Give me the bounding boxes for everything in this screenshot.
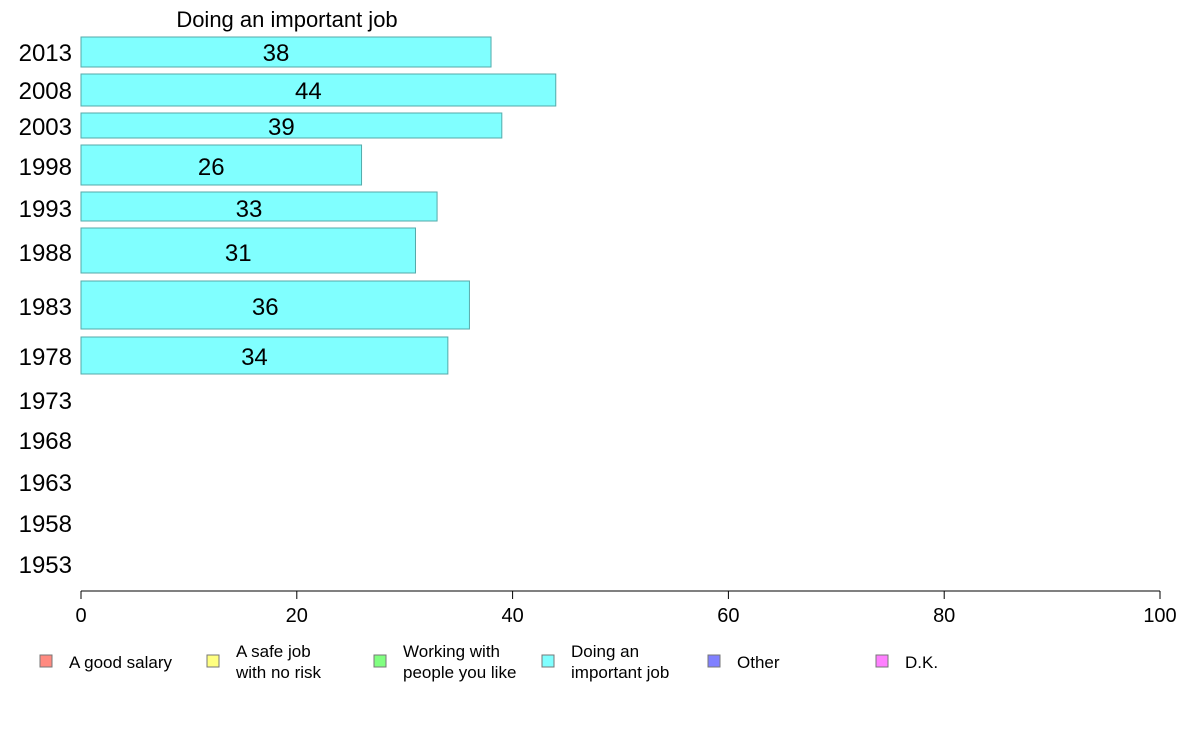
year-label-1963: 1963 bbox=[19, 470, 72, 497]
legend-label-2-line-1: people you like bbox=[403, 663, 516, 682]
year-label-1988: 1988 bbox=[19, 240, 72, 267]
x-tick-label-20: 20 bbox=[286, 605, 308, 627]
year-label-2013: 2013 bbox=[19, 40, 72, 67]
legend-swatch-3 bbox=[541, 654, 555, 668]
bar-1993 bbox=[80, 191, 438, 222]
legend-label-0: A good salary bbox=[69, 653, 173, 672]
bar-2008 bbox=[80, 73, 557, 107]
chart-title: Doing an important job bbox=[176, 7, 397, 32]
value-label-1983: 36 bbox=[252, 294, 279, 321]
x-tick-label-40: 40 bbox=[501, 605, 523, 627]
legend-swatch-2 bbox=[373, 654, 387, 668]
x-tick-label-80: 80 bbox=[933, 605, 955, 627]
bar-1998 bbox=[80, 144, 363, 186]
bar-2013 bbox=[80, 36, 492, 68]
x-axis: 0 20 40 60 80 100 bbox=[75, 590, 1177, 627]
year-label-1993: 1993 bbox=[19, 196, 72, 223]
value-label-2008: 44 bbox=[295, 78, 322, 105]
legend-label-1-line-0: A safe job bbox=[236, 642, 311, 661]
year-label-1978: 1978 bbox=[19, 344, 72, 371]
x-tick-label-0: 0 bbox=[75, 605, 86, 627]
value-label-1993: 33 bbox=[236, 196, 263, 223]
year-labels: 2013 2008 2003 1998 1993 1988 1983 1978 1973 1968… bbox=[19, 40, 72, 579]
year-label-1983: 1983 bbox=[19, 294, 72, 321]
legend-label-3-line-1: important job bbox=[571, 663, 669, 682]
legend-swatch-1 bbox=[206, 654, 220, 668]
legend-label-2-line-0: Working with bbox=[403, 642, 500, 661]
legend-swatch-5 bbox=[875, 654, 889, 668]
x-tick-label-60: 60 bbox=[717, 605, 739, 627]
bar-1988 bbox=[80, 227, 416, 274]
legend: A good salary A safe job with no risk Worki… bbox=[39, 642, 938, 682]
year-label-2008: 2008 bbox=[19, 78, 72, 105]
value-label-2013: 38 bbox=[263, 40, 290, 67]
year-label-2003: 2003 bbox=[19, 114, 72, 141]
year-label-1998: 1998 bbox=[19, 154, 72, 181]
legend-label-3-line-0: Doing an bbox=[571, 642, 639, 661]
legend-label-5: D.K. bbox=[905, 653, 938, 672]
value-label-1998: 26 bbox=[198, 154, 225, 181]
year-label-1953: 1953 bbox=[19, 552, 72, 579]
value-label-1978: 34 bbox=[241, 344, 268, 371]
bar-2003 bbox=[80, 112, 503, 139]
year-label-1958: 1958 bbox=[19, 511, 72, 538]
legend-label-1-line-1: with no risk bbox=[235, 663, 322, 682]
bar-1978 bbox=[80, 336, 449, 375]
value-label-2003: 39 bbox=[268, 114, 295, 141]
legend-label-4: Other bbox=[737, 653, 780, 672]
legend-swatch-4 bbox=[707, 654, 721, 668]
bar-1983 bbox=[80, 280, 470, 330]
x-tick-label-100: 100 bbox=[1143, 605, 1176, 627]
year-label-1968: 1968 bbox=[19, 428, 72, 455]
year-label-1973: 1973 bbox=[19, 388, 72, 415]
legend-swatch-0 bbox=[39, 654, 53, 668]
value-label-1988: 31 bbox=[225, 240, 252, 267]
